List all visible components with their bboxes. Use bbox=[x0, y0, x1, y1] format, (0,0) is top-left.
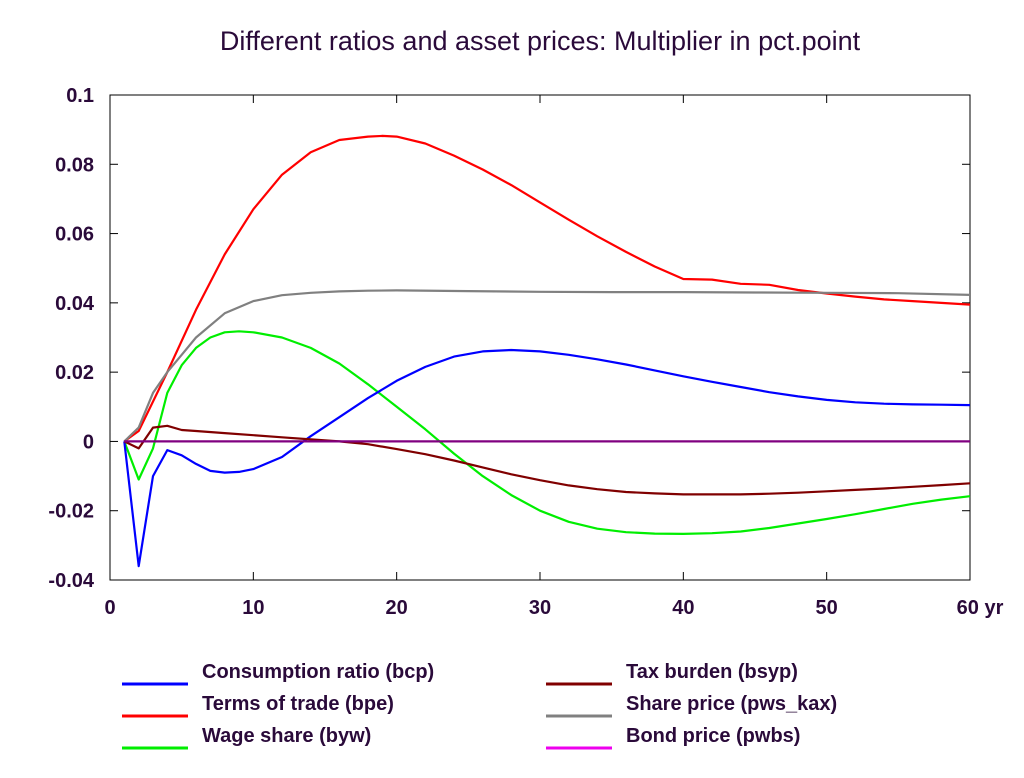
series-line-2 bbox=[123, 330, 971, 536]
series-line-0 bbox=[123, 348, 971, 568]
series-line-1 bbox=[123, 134, 971, 443]
axis-ticks: -0.04 -0.02 0 0.02 0.04 0.06 0.08 0.1 0 10 20 30 40 5… bbox=[48, 85, 1003, 619]
legend-label-3: Tax burden (bsyp) bbox=[626, 661, 798, 683]
y-tick-label: 0 bbox=[83, 431, 94, 453]
x-tick-label: 0 bbox=[104, 597, 115, 619]
x-tick-label: 50 bbox=[816, 597, 838, 619]
series-line-4 bbox=[123, 289, 971, 443]
series-lines bbox=[123, 134, 971, 568]
legend-label-1: Terms of trade (bpe) bbox=[202, 693, 394, 715]
legend-label-5: Bond price (pwbs) bbox=[626, 725, 800, 747]
y-tick-label: -0.02 bbox=[48, 501, 94, 523]
x-tick-label: 60 yr bbox=[957, 597, 1004, 619]
x-tick-label: 10 bbox=[242, 597, 264, 619]
x-tick-label: 20 bbox=[386, 597, 408, 619]
y-tick-label: 0.06 bbox=[55, 224, 94, 246]
legend: Consumption ratio (bcp) Terms of trade (b… bbox=[122, 661, 837, 750]
chart-title: Different ratios and asset prices: Multi… bbox=[220, 26, 861, 56]
y-tick-label: 0.04 bbox=[55, 293, 95, 315]
legend-label-2: Wage share (byw) bbox=[202, 725, 371, 747]
legend-label-0: Consumption ratio (bcp) bbox=[202, 661, 434, 683]
y-tick-label: 0.02 bbox=[55, 362, 94, 384]
series-line-3 bbox=[123, 424, 971, 496]
y-tick-label: 0.08 bbox=[55, 154, 94, 176]
y-tick-label: -0.04 bbox=[48, 570, 94, 592]
y-tick-label: 0.1 bbox=[66, 85, 94, 107]
x-tick-label: 30 bbox=[529, 597, 551, 619]
x-tick-label: 40 bbox=[672, 597, 694, 619]
legend-label-4: Share price (pws_kax) bbox=[626, 693, 837, 715]
plot-frame bbox=[109, 94, 971, 581]
